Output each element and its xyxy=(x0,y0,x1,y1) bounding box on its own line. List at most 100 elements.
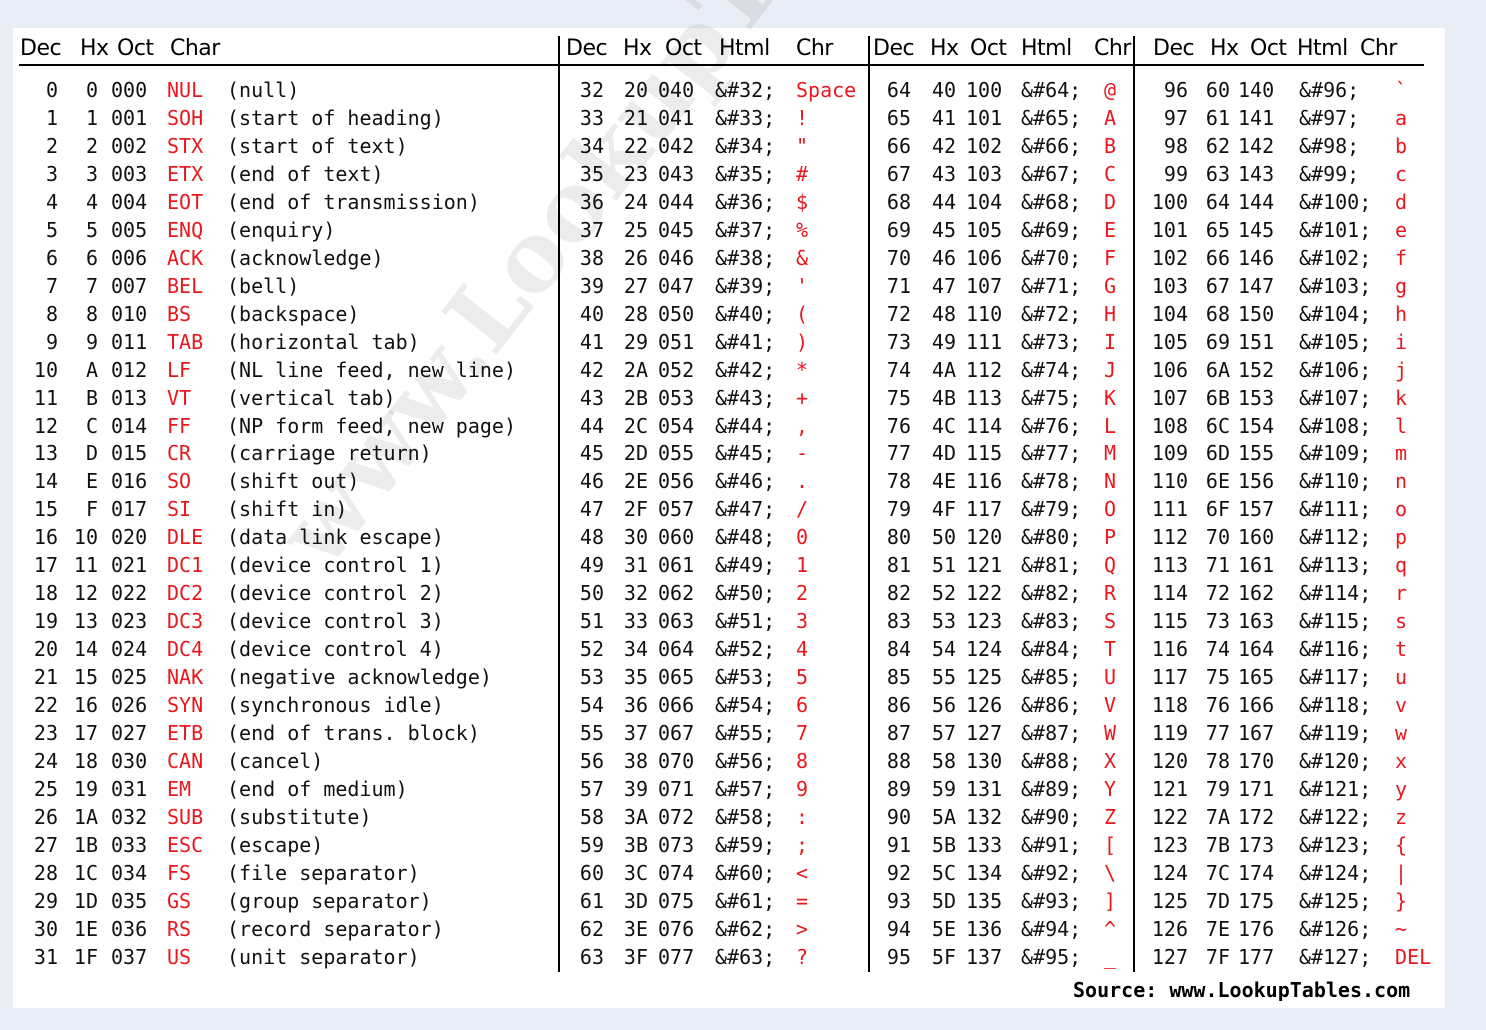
hex-cell: 77 xyxy=(1205,721,1230,746)
oct-cell: 065 xyxy=(658,665,695,690)
oct-cell: 140 xyxy=(1238,78,1275,102)
dec-cell: 56 xyxy=(579,749,604,774)
chr-cell: R xyxy=(1104,581,1117,606)
dec-cell: 34 xyxy=(579,133,604,158)
oct-cell: 072 xyxy=(658,804,695,829)
hex-cell: 2B xyxy=(623,385,648,410)
html-entity-cell: &#106; xyxy=(1299,357,1372,382)
dec-cell: 3 xyxy=(45,161,58,186)
char-abbrev-cell: FF xyxy=(167,413,192,438)
oct-cell: 173 xyxy=(1238,832,1275,857)
chr-cell: J xyxy=(1104,357,1117,382)
dec-cell: 66 xyxy=(886,133,911,158)
html-entity-cell: &#105; xyxy=(1299,329,1372,354)
hex-cell: A xyxy=(85,357,98,382)
char-desc-cell: (end of text) xyxy=(227,161,384,186)
column-header: Html xyxy=(1297,36,1348,61)
chr-cell: 2 xyxy=(796,581,809,606)
column-divider xyxy=(558,36,560,972)
chr-cell: ) xyxy=(796,329,809,354)
hex-cell: 4D xyxy=(931,441,956,466)
hex-cell: 4E xyxy=(931,469,956,494)
html-entity-cell: &#94; xyxy=(1021,916,1082,941)
hex-cell: 45 xyxy=(931,217,956,242)
oct-cell: 126 xyxy=(966,693,1003,718)
html-entity-cell: &#114; xyxy=(1299,581,1372,606)
oct-cell: 060 xyxy=(658,525,695,550)
char-desc-cell: (synchronous idle) xyxy=(227,693,444,718)
chr-cell: ~ xyxy=(1395,916,1408,941)
html-entity-cell: &#54; xyxy=(715,693,776,718)
dec-cell: 71 xyxy=(886,273,911,298)
oct-cell: 043 xyxy=(658,161,695,186)
char-abbrev-cell: SYN xyxy=(167,693,204,718)
chr-cell: a xyxy=(1395,105,1408,130)
html-entity-cell: &#49; xyxy=(715,553,776,578)
chr-cell: B xyxy=(1104,133,1117,158)
hex-cell: 42 xyxy=(931,133,956,158)
oct-cell: 017 xyxy=(111,497,148,522)
chr-cell: 0 xyxy=(796,525,809,550)
html-entity-cell: &#116; xyxy=(1299,637,1372,662)
chr-cell: S xyxy=(1104,609,1117,634)
oct-cell: 024 xyxy=(111,637,148,662)
dec-cell: 95 xyxy=(886,944,911,969)
hex-cell: D xyxy=(85,441,98,466)
hex-cell: 72 xyxy=(1205,581,1230,606)
column-header: Oct xyxy=(970,36,1007,61)
char-abbrev-cell: TAB xyxy=(167,329,204,354)
oct-cell: 031 xyxy=(111,777,148,801)
hex-cell: 44 xyxy=(931,189,956,214)
oct-cell: 152 xyxy=(1238,357,1275,382)
oct-cell: 113 xyxy=(966,385,1003,410)
chr-cell: 7 xyxy=(796,721,809,746)
dec-cell: 6 xyxy=(45,245,58,270)
hex-cell: 62 xyxy=(1205,133,1230,158)
hex-cell: E xyxy=(85,469,98,494)
oct-cell: 162 xyxy=(1238,581,1275,606)
dec-cell: 105 xyxy=(1151,329,1188,354)
char-desc-cell: (bell) xyxy=(227,273,300,298)
oct-cell: 022 xyxy=(111,581,148,606)
oct-cell: 047 xyxy=(658,273,695,298)
html-entity-cell: &#98; xyxy=(1299,133,1360,158)
chr-cell: 1 xyxy=(796,553,809,578)
dec-cell: 24 xyxy=(33,749,58,774)
chr-cell: Space xyxy=(796,78,857,102)
hex-cell: 73 xyxy=(1205,609,1230,634)
html-entity-cell: &#74; xyxy=(1021,357,1082,382)
oct-cell: 071 xyxy=(658,777,695,801)
char-abbrev-cell: SOH xyxy=(167,105,204,130)
hex-cell: 2 xyxy=(85,133,98,158)
oct-cell: 136 xyxy=(966,916,1003,941)
oct-cell: 130 xyxy=(966,749,1003,774)
hex-cell: 28 xyxy=(623,301,648,326)
dec-cell: 91 xyxy=(886,832,911,857)
char-desc-cell: (device control 2) xyxy=(227,581,444,606)
chr-cell: ` xyxy=(1395,78,1408,102)
chr-cell: v xyxy=(1395,693,1408,718)
html-entity-cell: &#55; xyxy=(715,721,776,746)
chr-cell: @ xyxy=(1104,78,1117,102)
chr-cell: + xyxy=(796,385,809,410)
oct-cell: 151 xyxy=(1238,329,1275,354)
hex-cell: 4B xyxy=(931,385,956,410)
oct-cell: 131 xyxy=(966,777,1003,801)
chr-cell: E xyxy=(1104,217,1117,242)
dec-cell: 10 xyxy=(33,357,58,382)
oct-cell: 111 xyxy=(966,329,1003,354)
hex-cell: 3E xyxy=(623,916,648,941)
hex-cell: 38 xyxy=(623,749,648,774)
hex-cell: 26 xyxy=(623,245,648,270)
hex-cell: F xyxy=(85,497,98,522)
oct-cell: 107 xyxy=(966,273,1003,298)
chr-cell: ? xyxy=(796,944,809,969)
html-entity-cell: &#99; xyxy=(1299,161,1360,186)
hex-cell: 60 xyxy=(1205,78,1230,102)
dec-cell: 93 xyxy=(886,888,911,913)
html-entity-cell: &#66; xyxy=(1021,133,1082,158)
column-header: Hx xyxy=(80,36,109,61)
html-entity-cell: &#70; xyxy=(1021,245,1082,270)
html-entity-cell: &#63; xyxy=(715,944,776,969)
ascii-table-card xyxy=(13,28,1445,1008)
